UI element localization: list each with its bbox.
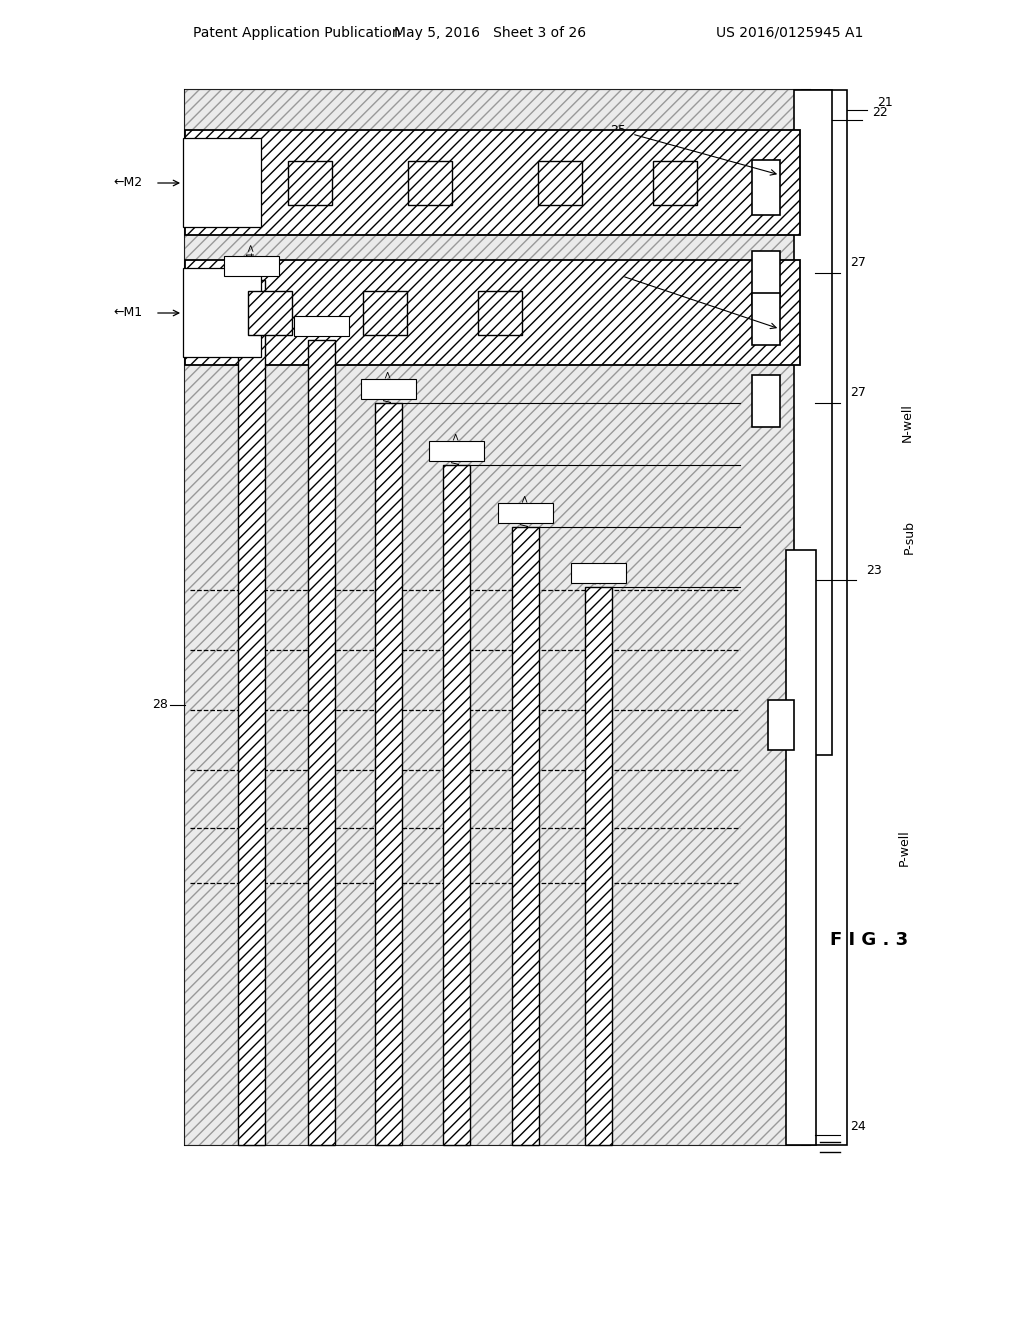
Bar <box>185 90 810 1144</box>
Bar <box>538 161 582 205</box>
Bar <box>794 90 831 755</box>
Bar <box>653 161 697 205</box>
Bar <box>183 268 261 356</box>
Text: N-well: N-well <box>900 403 913 442</box>
Bar <box>752 251 780 304</box>
Text: N: N <box>776 718 786 731</box>
Text: WL<3>M1: WL<3>M1 <box>217 282 227 342</box>
Bar <box>288 161 332 205</box>
Text: 26: 26 <box>600 265 615 279</box>
Text: May 5, 2016   Sheet 3 of 26: May 5, 2016 Sheet 3 of 26 <box>394 26 586 40</box>
Text: P-well: P-well <box>897 829 910 866</box>
Text: ←M1: ←M1 <box>114 306 143 319</box>
Text: 21: 21 <box>877 95 893 108</box>
Bar <box>768 700 794 750</box>
Text: P: P <box>762 313 771 326</box>
Text: N: N <box>761 181 771 194</box>
Bar <box>443 465 470 1144</box>
Text: 27: 27 <box>850 387 866 400</box>
Text: WL<0>: WL<0> <box>520 492 530 533</box>
Bar <box>185 90 810 1144</box>
Bar <box>512 527 539 1144</box>
Bar <box>294 315 349 337</box>
Text: US 2016/0125945 A1: US 2016/0125945 A1 <box>717 26 863 40</box>
Text: F I G . 3: F I G . 3 <box>830 931 908 949</box>
Bar <box>361 379 416 399</box>
Text: WL<3>M2: WL<3>M2 <box>217 153 227 213</box>
Text: P: P <box>762 395 771 408</box>
Text: 24: 24 <box>850 1121 865 1134</box>
Bar <box>478 290 522 335</box>
Text: WL<2>: WL<2> <box>384 368 393 409</box>
Text: 23: 23 <box>866 564 882 577</box>
Text: 25: 25 <box>610 124 626 136</box>
Text: 28: 28 <box>153 698 168 711</box>
Text: SGD<4>: SGD<4> <box>247 243 256 289</box>
Bar <box>429 441 484 461</box>
Text: WL<3>: WL<3> <box>316 306 327 346</box>
Bar <box>185 129 800 235</box>
Bar <box>224 256 279 276</box>
Bar <box>248 290 292 335</box>
Bar <box>752 160 780 215</box>
Bar <box>362 290 407 335</box>
Text: N: N <box>761 271 771 284</box>
Text: 22: 22 <box>872 106 888 119</box>
Text: ←M2: ←M2 <box>114 177 143 190</box>
Text: Patent Application Publication: Patent Application Publication <box>193 26 400 40</box>
Text: WL<1>: WL<1> <box>452 430 462 471</box>
Bar <box>752 375 780 426</box>
Bar <box>375 403 402 1144</box>
Text: 27: 27 <box>850 256 866 269</box>
Bar <box>585 587 612 1144</box>
Text: P-sub: P-sub <box>902 520 915 554</box>
Bar <box>498 503 553 523</box>
Bar <box>802 90 847 1144</box>
Bar <box>571 564 626 583</box>
Bar <box>238 280 265 1144</box>
Text: SGS: SGS <box>594 562 603 583</box>
Bar <box>408 161 452 205</box>
Bar <box>786 550 816 1144</box>
Bar <box>185 260 800 366</box>
Bar <box>752 293 780 345</box>
Bar <box>308 341 335 1144</box>
Bar <box>183 139 261 227</box>
